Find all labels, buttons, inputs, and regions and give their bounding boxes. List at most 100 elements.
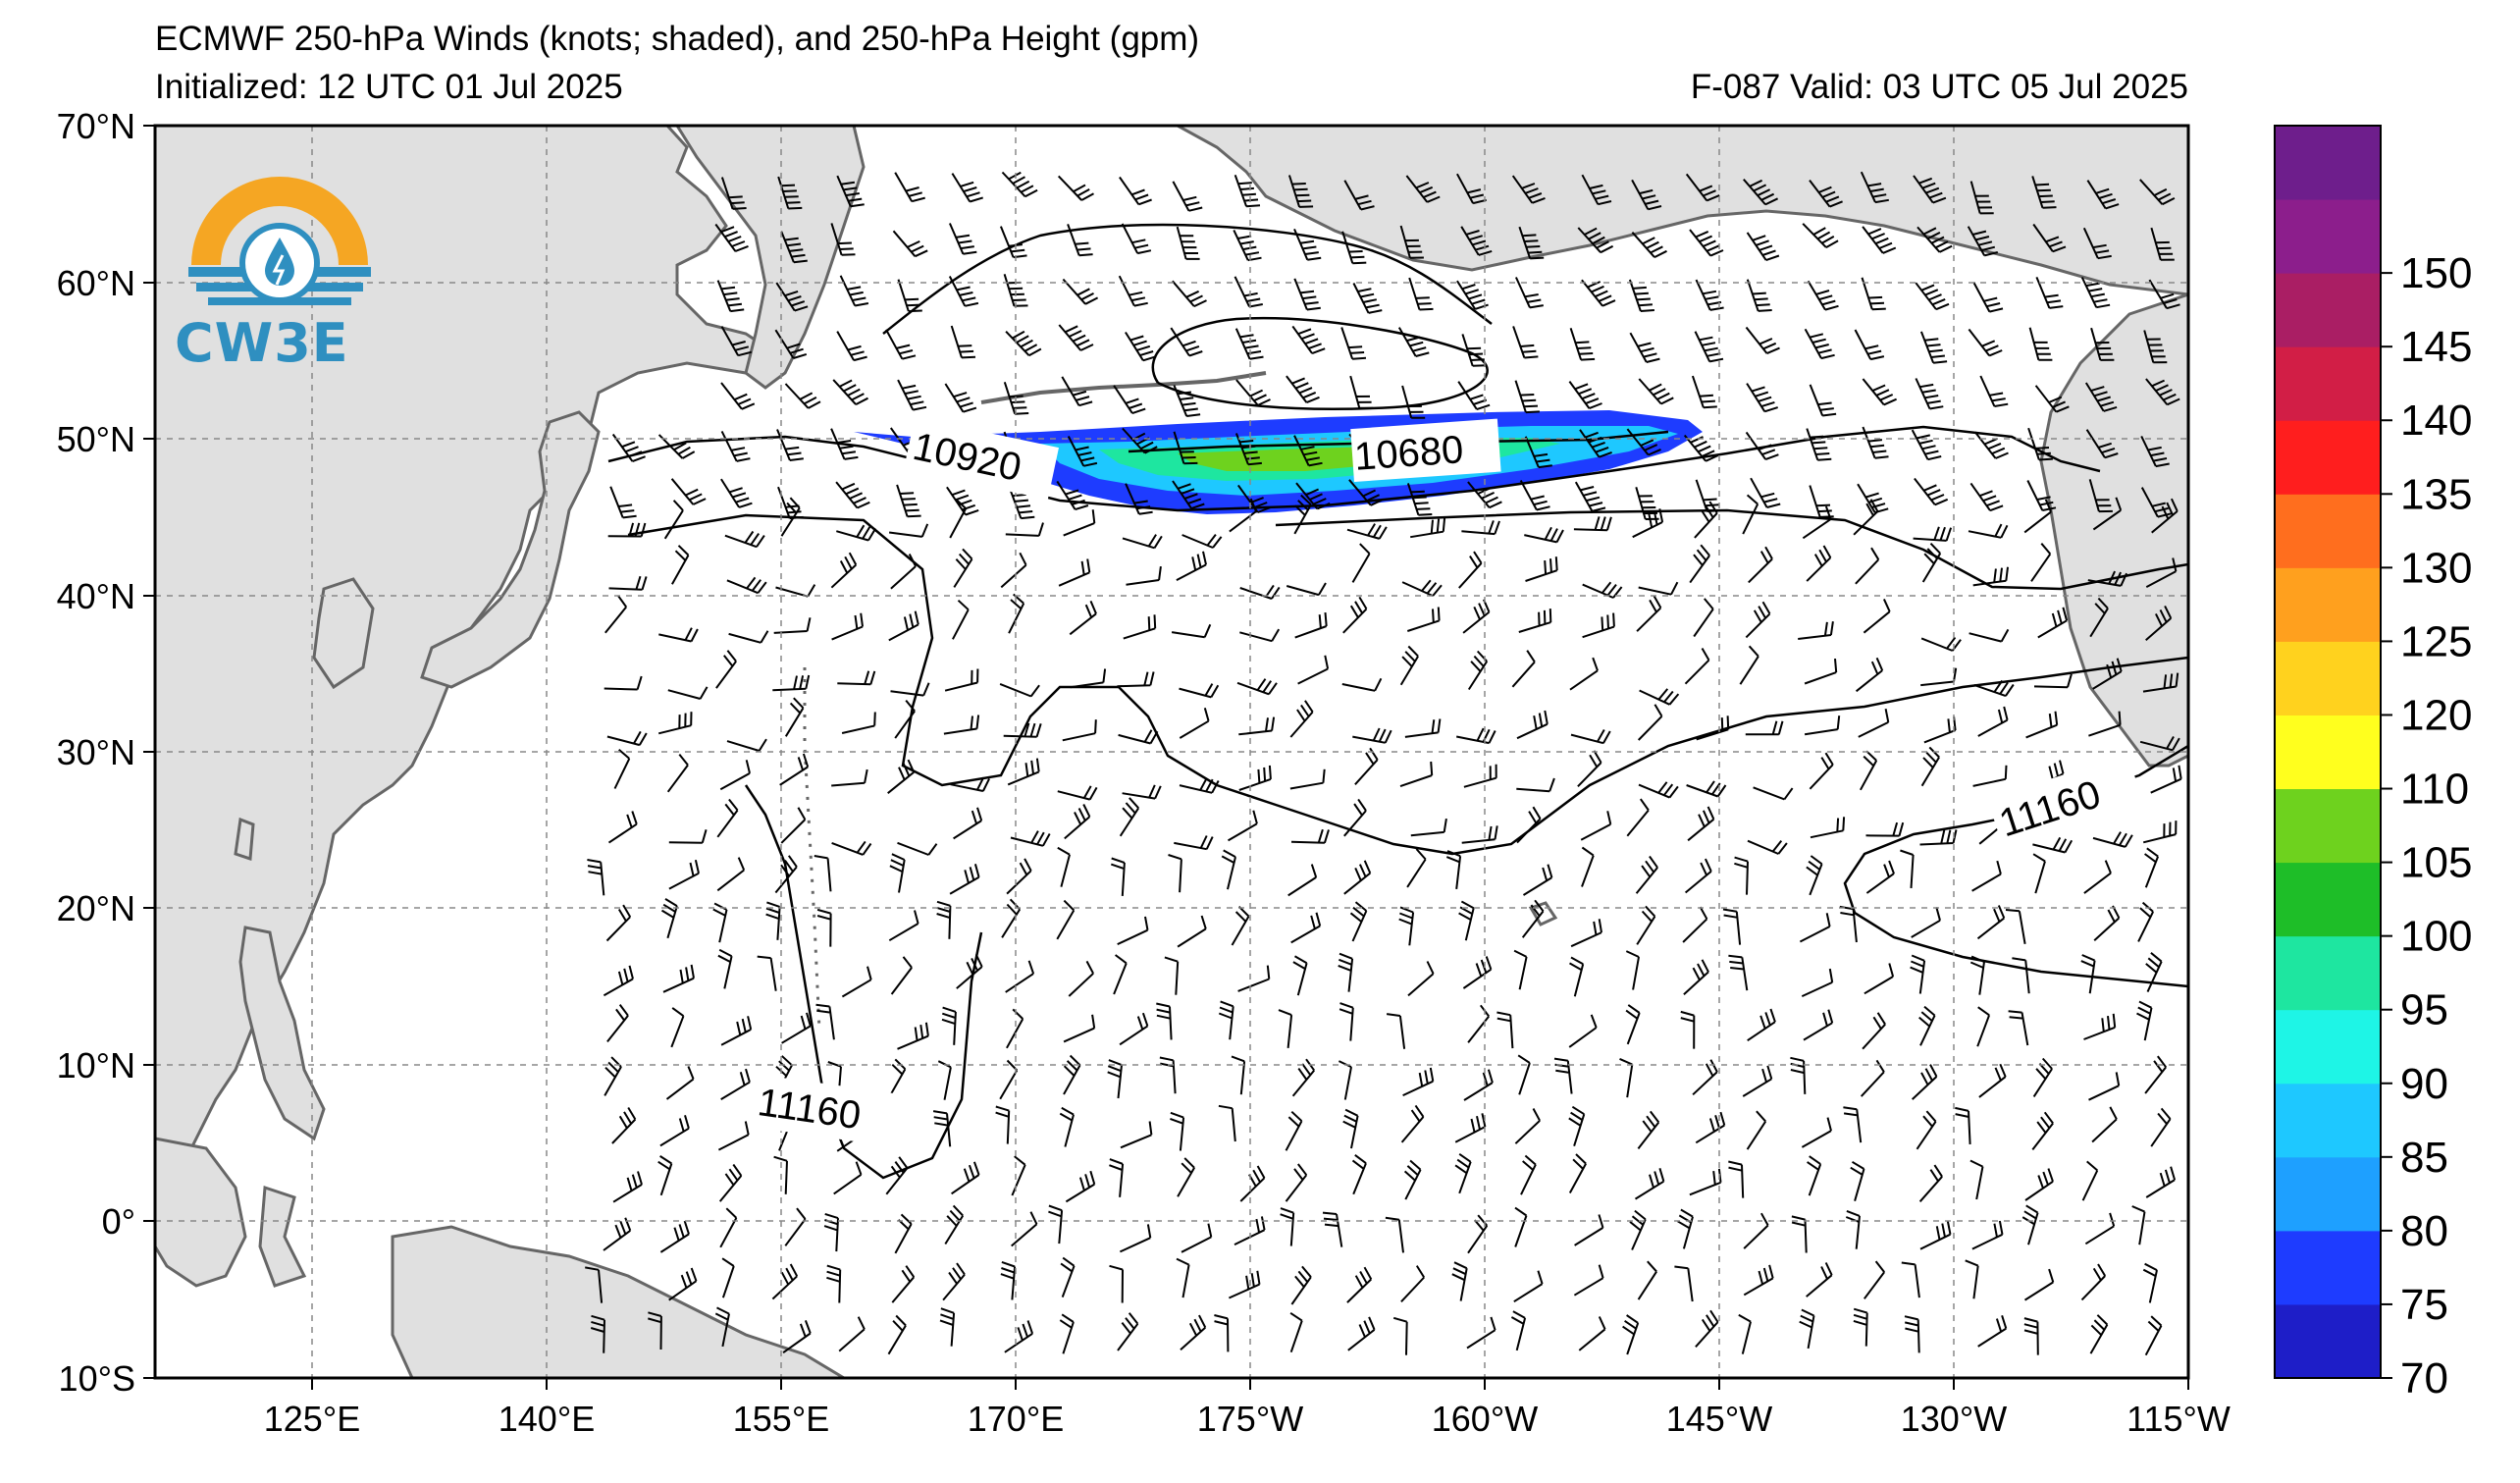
wind-barb [2140,435,2170,468]
wind-barb [1913,175,1947,204]
wind-barb [1352,283,1383,314]
wind-barb [1524,436,1552,469]
wind-barb [830,552,858,589]
wind-barb [1912,1064,1938,1100]
wind-barb [2028,327,2053,361]
contour-label-10680: 10680 [1353,428,1465,479]
wind-barb [888,523,929,538]
wind-barb [1005,330,1042,357]
wind-barb [779,753,810,786]
wind-barb [1338,952,1354,992]
wind-barb [1722,908,1742,945]
wind-barb [885,329,917,360]
wind-barb [833,1161,863,1195]
wind-barb [2139,179,2176,206]
land-alaska [1177,126,2188,296]
wind-barb [1803,1009,1834,1041]
wind-barb [1126,565,1162,586]
wind-barb [831,768,868,787]
colorbar-segment [2275,346,2381,421]
wind-barb [1113,385,1146,415]
wind-barb [776,429,804,461]
wind-barb [1069,601,1097,636]
wind-barb [1462,956,1493,989]
wind-barb [1286,582,1327,597]
colorbar-label: 80 [2400,1207,2448,1255]
wind-barb [2083,1013,2117,1040]
wind-barb [2145,605,2173,642]
wind-barb [1056,480,1089,511]
wind-barb [2084,1212,2116,1245]
wind-barb [1351,1154,1367,1195]
wind-barb [1003,274,1028,307]
wind-barb [773,617,812,634]
wind-barb [1745,720,1784,736]
wind-barb [897,379,927,411]
wind-barb [1969,181,1994,215]
wind-barb [2023,1317,2039,1355]
wind-barb [1629,1209,1647,1250]
wind-barb [1971,860,2002,892]
colorbar-segment [2275,715,2381,790]
wind-barb [1003,381,1029,415]
lon-label: 130°W [1901,1399,2007,1439]
wind-barb [1173,431,1198,465]
wind-barb [1159,1056,1177,1094]
wind-barb [659,1220,690,1253]
wind-barb [2150,227,2175,261]
wind-barb [1346,523,1388,540]
wind-barb [1791,1215,1808,1253]
wind-barb [1286,375,1320,404]
wind-barb [841,966,872,998]
wind-barb [816,908,832,947]
wind-barb [1297,655,1330,685]
wind-barb [1521,899,1545,938]
wind-barb [2082,227,2112,260]
wind-barb [1064,804,1091,840]
wind-barb [1401,579,1443,598]
wind-barb [781,1012,812,1044]
wind-barb [950,325,976,359]
wind-barb [1405,175,1441,203]
wind-barb [716,798,739,838]
wind-barb [612,1171,643,1203]
wind-barb [585,1266,604,1303]
wind-barb [717,948,733,989]
wind-barb [2012,957,2030,994]
wind-barb [2092,658,2123,690]
wind-barb [1239,584,1281,600]
wind-barb [1631,232,1667,258]
wind-barb [956,953,983,989]
wind-barb [1236,678,1278,696]
wind-barb [1689,544,1710,584]
wind-barb [1229,498,1257,533]
wind-barb [1807,280,1839,311]
wind-barb [1181,1223,1213,1253]
wind-barb [1386,1013,1406,1049]
wind-barb [1342,596,1368,634]
wind-barb [1553,1057,1573,1094]
wind-barb [1684,858,1712,894]
colorbar-segment [2275,1230,2381,1305]
title-valid: F-087 Valid: 03 UTC 05 Jul 2025 [1690,68,2188,106]
wind-barb [897,841,938,856]
wind-barb [721,1257,735,1298]
wind-barb [1971,1220,2004,1250]
colorbar [2274,125,2382,1379]
wind-barb [2085,429,2119,459]
wind-barb [1113,954,1128,995]
lat-label: 20°N [57,888,135,928]
wind-barb [1280,1207,1295,1246]
colorbar-segment [2275,567,2381,642]
wind-barb [1864,1260,1885,1299]
wind-barb [1349,375,1374,409]
wind-barb [1172,280,1207,308]
wind-barb [1177,1157,1195,1197]
wind-barb [1399,761,1434,788]
wind-barb [2145,1166,2177,1198]
wind-barb [782,1320,812,1354]
wind-barb [1397,327,1430,357]
wind-barb [1122,534,1163,550]
wind-barb [1059,1106,1075,1147]
